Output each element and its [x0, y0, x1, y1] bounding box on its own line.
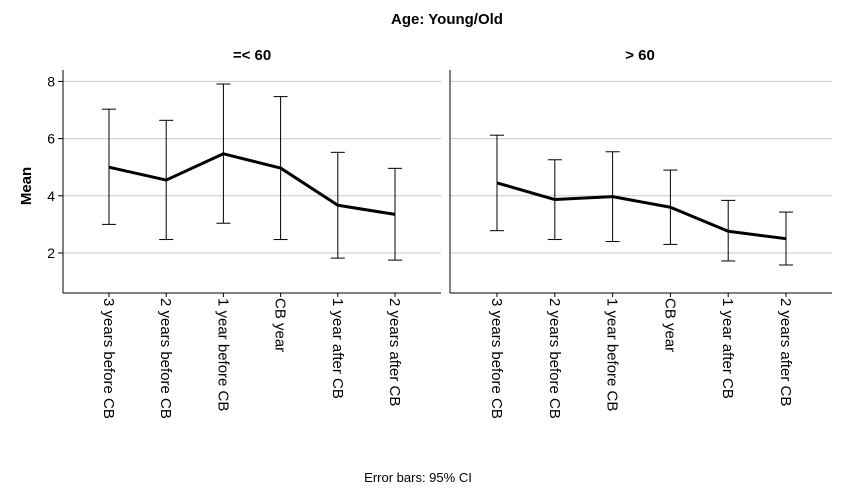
panel-2-x-tick-label: 1 year before CB — [604, 298, 621, 411]
panel-label-2: > 60 — [625, 47, 655, 64]
panel-1-x-tick-label: 1 year after CB — [329, 298, 346, 399]
panel-1-x-tick-label: 1 year before CB — [214, 298, 231, 411]
panel-1-x-tick-label: 3 years before CB — [100, 298, 117, 419]
panel-1-x-tick-label: CB year — [272, 298, 289, 352]
y-tick-label: 2 — [47, 245, 55, 261]
panel-2-x-tick-label: 3 years before CB — [488, 298, 505, 419]
panel-2-x-tick-label: 2 years after CB — [777, 298, 794, 406]
panel-1-x-tick-label: 2 years after CB — [386, 298, 403, 406]
y-tick-label: 6 — [47, 131, 55, 147]
panel-2-series-line — [496, 181, 787, 241]
panel-2-x-tick-label: 1 year after CB — [719, 298, 736, 399]
y-tick-label: 4 — [47, 188, 55, 204]
plot-area: 2 4 6 8 3 years before CB 2 years before CB 1 … — [47, 70, 832, 419]
panel-2-x-tick-label: 2 years before CB — [546, 298, 563, 419]
panel-label-1: =< 60 — [233, 47, 271, 64]
panel-1-series-line — [108, 152, 396, 216]
panel-1-x-tick-label: 2 years before CB — [157, 298, 174, 419]
panel-2-x-tick-label: CB year — [661, 298, 678, 352]
chart-title: Age: Young/Old — [391, 11, 503, 28]
y-axis-label: Mean — [18, 167, 35, 205]
error-bars-note: Error bars: 95% CI — [364, 470, 472, 485]
y-tick-label: 8 — [47, 73, 55, 89]
